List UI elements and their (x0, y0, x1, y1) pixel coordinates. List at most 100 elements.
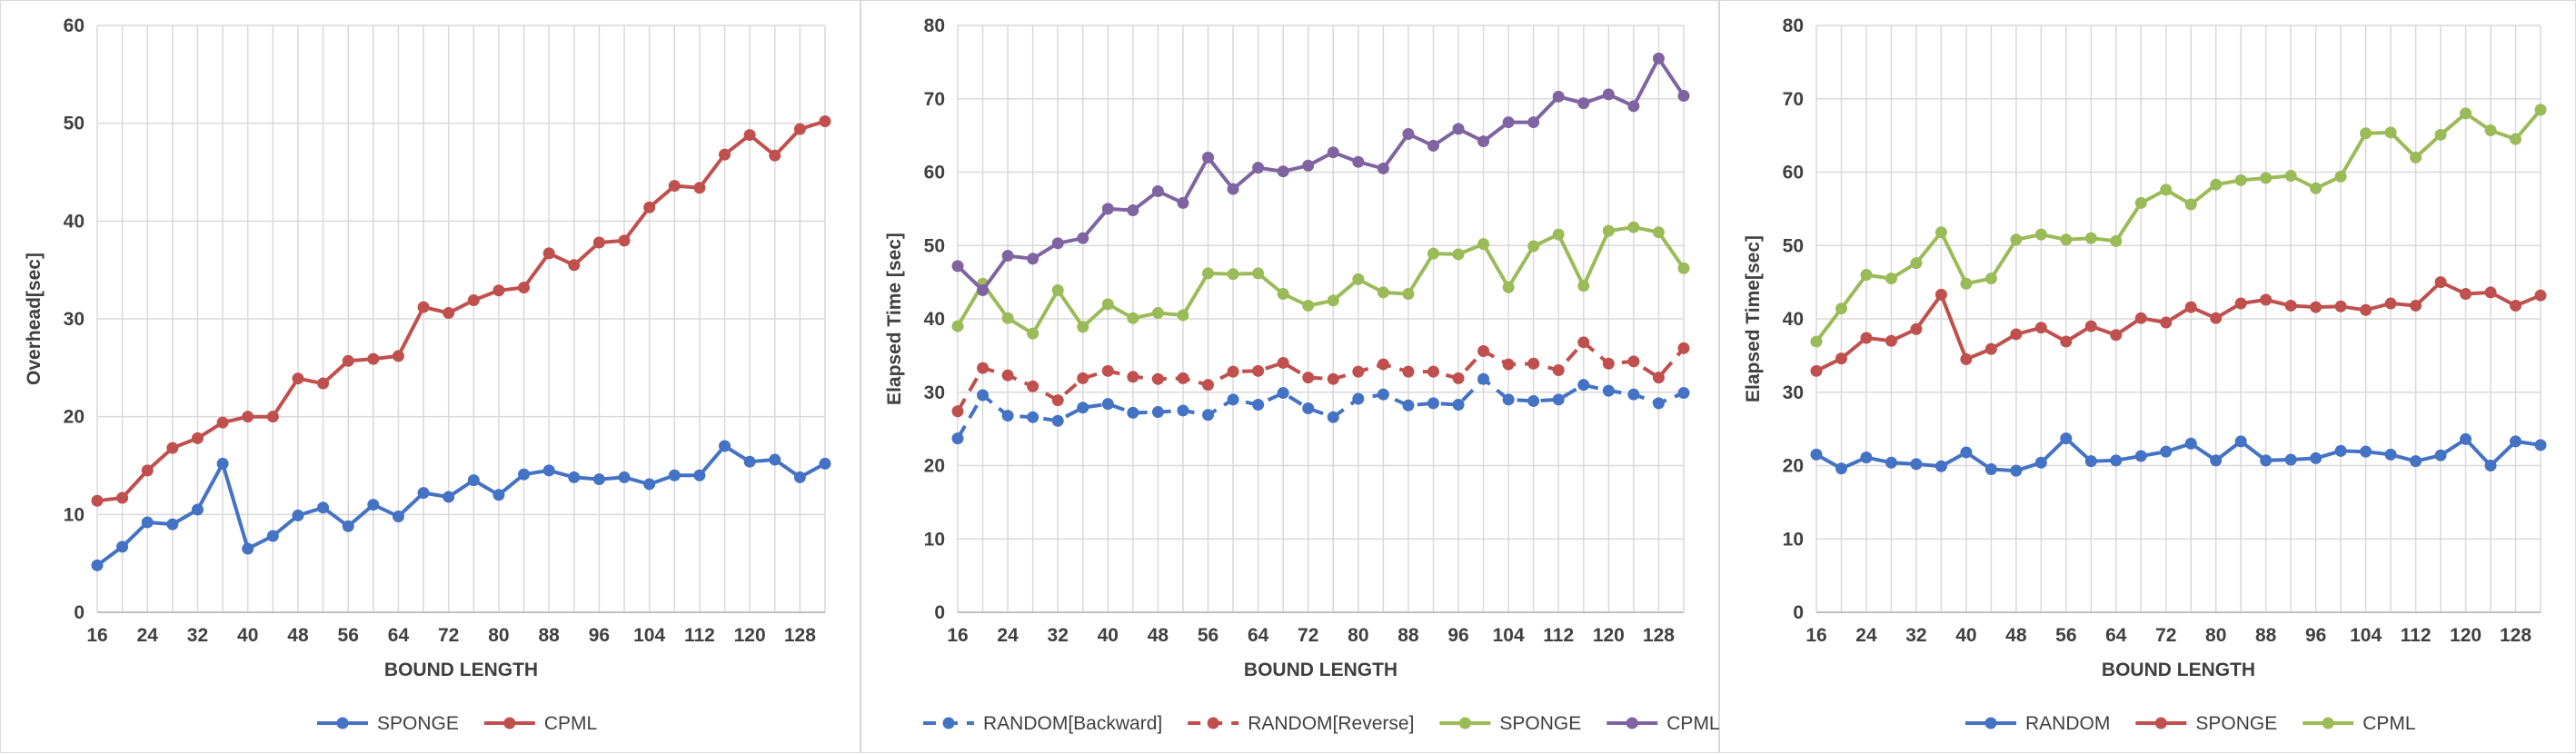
data-point (116, 541, 129, 553)
data-point (1934, 460, 1947, 472)
data-point (1127, 203, 1139, 216)
data-point (367, 499, 380, 511)
data-point (769, 453, 781, 466)
y-tick-label: 10 (924, 529, 945, 550)
data-point (1327, 372, 1339, 385)
data-point (1151, 184, 1164, 197)
data-point (2460, 288, 2472, 301)
data-point (2110, 454, 2123, 467)
data-point (266, 411, 279, 423)
legend-swatch-marker (503, 717, 516, 729)
y-tick-label: 20 (64, 407, 85, 428)
data-point (2210, 312, 2223, 324)
data-point (1127, 312, 1139, 324)
data-point (1627, 100, 1640, 113)
data-point (1101, 203, 1114, 215)
y-tick-label: 30 (924, 382, 945, 403)
data-point (2060, 432, 2073, 445)
data-point (2310, 301, 2322, 313)
data-point (2034, 228, 2047, 241)
x-tick-label: 96 (1447, 625, 1468, 646)
data-point (1527, 240, 1540, 253)
data-point (592, 236, 605, 249)
data-point (1302, 159, 1315, 172)
data-point (568, 259, 581, 272)
data-point (2010, 233, 2023, 246)
data-point (116, 491, 129, 504)
data-point (191, 503, 204, 516)
data-point (141, 464, 154, 477)
data-point (1227, 268, 1239, 281)
data-point (467, 474, 480, 487)
data-point (518, 282, 531, 294)
data-point (1477, 372, 1490, 385)
elapsed-time-chart-panel: 0 10 20 30 40 50 60 70 80 16 24 32 40 48 56 64 72 80 88 96 1… (860, 0, 1720, 753)
legend: RANDOM SPONGE CPML (1965, 713, 2416, 734)
data-point (1477, 135, 1490, 148)
x-tick-label: 88 (538, 625, 560, 646)
legend-label: SPONGE (377, 713, 459, 734)
data-point (1302, 372, 1315, 384)
data-point (1652, 52, 1665, 64)
elapsed-time-chart: 0 10 20 30 40 50 60 70 80 16 24 32 40 48 56 64 72 80 88 96 1… (884, 15, 1720, 734)
data-point (1051, 237, 1064, 250)
legend-swatch-marker (336, 717, 349, 729)
data-point (2534, 104, 2547, 116)
data-point (2484, 286, 2497, 299)
y-tick-label: 70 (924, 89, 945, 110)
series-random-reverse (951, 336, 1690, 418)
legend-item-cpml: CPML (483, 713, 597, 734)
data-point (1302, 299, 1315, 312)
data-point (1302, 402, 1315, 415)
series-sponge (91, 440, 831, 571)
data-point (292, 509, 304, 521)
data-point (693, 469, 706, 481)
series-cpml (91, 115, 831, 507)
x-axis-title: BOUND LENGTH (2102, 660, 2255, 680)
data-point (1151, 406, 1164, 419)
x-tick-label: 32 (187, 625, 208, 646)
data-point (1552, 393, 1565, 406)
data-point (1202, 151, 1215, 164)
series-cpml (1810, 104, 2547, 348)
data-point (1027, 327, 1039, 340)
data-point (1677, 262, 1690, 274)
data-point (618, 234, 631, 247)
data-point (2210, 454, 2223, 467)
data-point (1452, 372, 1465, 384)
data-point (467, 294, 480, 307)
data-point (1577, 336, 1590, 349)
series-line (96, 119, 826, 503)
data-point (2260, 172, 2273, 184)
data-point (1677, 387, 1690, 400)
series-line (956, 56, 1686, 293)
legend: SPONGE CPML (317, 713, 597, 734)
data-point (1627, 388, 1640, 401)
data-point (1627, 221, 1640, 233)
x-tick-label: 128 (1643, 625, 1675, 646)
data-point (1427, 139, 1439, 152)
data-point (1402, 365, 1415, 378)
data-point (1910, 458, 1923, 471)
data-point (1477, 345, 1490, 358)
data-point (443, 307, 455, 320)
legend-item-random-backward: RANDOM[Backward] (923, 713, 1162, 734)
data-point (1984, 463, 1997, 476)
data-point (1402, 288, 1415, 301)
data-point (2334, 170, 2347, 183)
data-point (951, 320, 964, 332)
data-point (292, 372, 304, 385)
data-point (1427, 397, 1439, 410)
x-tick-label: 104 (1493, 625, 1525, 646)
series-line (1815, 108, 2542, 343)
data-point (1202, 379, 1215, 392)
data-point (2234, 435, 2247, 448)
x-tick-label: 16 (1805, 625, 1826, 646)
data-point (1101, 298, 1114, 311)
legend-item-random: RANDOM (1965, 713, 2110, 734)
legend-label: RANDOM[Reverse] (1248, 713, 1414, 734)
y-axis-title: Overhead[sec] (24, 253, 45, 385)
data-point (2160, 445, 2173, 458)
series-line (956, 377, 1685, 440)
data-point (1885, 273, 1897, 285)
